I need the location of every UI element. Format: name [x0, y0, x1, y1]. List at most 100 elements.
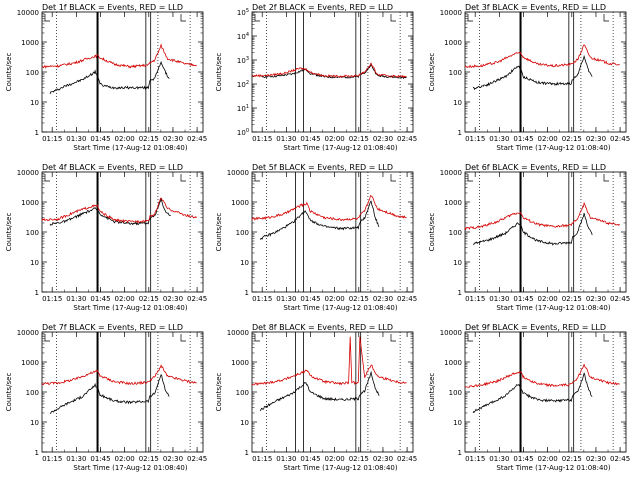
x-tick-label: 01:15: [252, 455, 272, 463]
y-tick-label: 10000: [440, 9, 462, 17]
x-tick-label: 02:45: [397, 455, 417, 463]
panel-title: Det 9f BLACK = Events, RED = LLD: [465, 323, 606, 332]
y-axis-label: Counts/sec: [5, 373, 13, 412]
x-tick-label: 02:30: [373, 135, 393, 143]
x-tick-label: 01:15: [465, 295, 485, 303]
y-tick-label: 1000: [231, 199, 249, 207]
x-tick-label: 02:00: [538, 455, 558, 463]
series-line-events: [49, 60, 170, 95]
y-tick-label: 10: [30, 259, 39, 267]
x-tick-label: 01:45: [513, 295, 533, 303]
plot-frame: [464, 171, 627, 293]
x-tick-label: 02:15: [349, 135, 369, 143]
x-tick-label: 02:30: [586, 295, 606, 303]
y-axis-label: Counts/sec: [428, 373, 436, 412]
y-tick-label: 10000: [227, 169, 249, 177]
y-tick-label: 104: [237, 32, 249, 41]
panel-9: Det 9f BLACK = Events, RED = LLD 1 10 100 10…: [428, 323, 630, 472]
y-axis-label: Counts/sec: [428, 53, 436, 92]
x-tick-label: 02:45: [187, 455, 207, 463]
y-tick-label: 100: [26, 389, 39, 397]
panel-title: Det 5f BLACK = Events, RED = LLD: [252, 163, 393, 172]
y-tick-label: 100: [237, 128, 249, 137]
x-tick-label: 02:00: [115, 455, 135, 463]
series-line-events: [472, 213, 593, 246]
panel-8: Det 8f BLACK = Events, RED = LLD 1 10 100 10…: [215, 323, 417, 472]
x-axis-label: Start Time (17-Aug-12 01:08:40): [283, 304, 397, 312]
x-tick-label: 01:30: [489, 135, 509, 143]
panel-title: Det 8f BLACK = Events, RED = LLD: [252, 323, 393, 332]
series-line-events: [49, 197, 171, 226]
y-axis-label: Counts/sec: [215, 373, 223, 412]
y-tick-label: 10: [30, 419, 39, 427]
y-tick-label: 10: [240, 419, 249, 427]
x-tick-label: 01:45: [300, 135, 320, 143]
x-tick-label: 02:00: [115, 135, 135, 143]
panel-title: Det 2f BLACK = Events, RED = LLD: [252, 3, 393, 12]
x-tick-label: 01:15: [42, 455, 62, 463]
x-tick-label: 01:15: [42, 295, 62, 303]
x-tick-label: 01:30: [66, 455, 86, 463]
plot-frame: [41, 171, 204, 293]
y-tick-label: 10000: [440, 169, 462, 177]
x-tick-label: 01:30: [489, 455, 509, 463]
x-tick-label: 02:15: [139, 135, 159, 143]
x-tick-label: 01:30: [276, 135, 296, 143]
y-tick-label: 1: [245, 289, 249, 297]
y-tick-label: 10: [30, 99, 39, 107]
series-line-lld: [251, 62, 407, 79]
y-tick-label: 1: [245, 449, 249, 457]
x-tick-label: 01:45: [513, 455, 533, 463]
series-line-lld: [41, 197, 197, 224]
y-tick-label: 103: [237, 56, 249, 65]
x-tick-label: 02:15: [349, 295, 369, 303]
x-tick-label: 02:30: [586, 135, 606, 143]
plot-frame: [251, 331, 414, 453]
plot-frame: [251, 171, 414, 293]
x-axis-label: Start Time (17-Aug-12 01:08:40): [73, 304, 187, 312]
x-axis-label: Start Time (17-Aug-12 01:08:40): [73, 464, 187, 472]
x-axis-label: Start Time (17-Aug-12 01:08:40): [283, 144, 397, 152]
y-tick-label: 1000: [444, 359, 462, 367]
panel-title: Det 4f BLACK = Events, RED = LLD: [42, 163, 183, 172]
x-tick-label: 02:30: [373, 295, 393, 303]
panel-7: Det 7f BLACK = Events, RED = LLD 1 10 100 10…: [5, 323, 207, 472]
x-axis-label: Start Time (17-Aug-12 01:08:40): [496, 304, 610, 312]
y-tick-label: 1000: [21, 39, 39, 47]
x-tick-label: 02:00: [325, 135, 345, 143]
x-tick-label: 01:30: [276, 455, 296, 463]
corner-marker: [254, 334, 396, 342]
series-line-events: [260, 64, 407, 80]
y-tick-label: 1: [458, 449, 462, 457]
x-tick-label: 01:15: [465, 135, 485, 143]
x-tick-label: 01:45: [300, 455, 320, 463]
x-tick-label: 02:45: [397, 135, 417, 143]
series-line-lld: [464, 201, 620, 231]
x-tick-label: 01:30: [66, 295, 86, 303]
y-tick-label: 100: [26, 229, 39, 237]
corner-marker: [467, 334, 609, 342]
x-tick-label: 02:45: [187, 135, 207, 143]
x-tick-label: 02:30: [163, 135, 183, 143]
y-tick-label: 1: [458, 289, 462, 297]
x-axis-label: Start Time (17-Aug-12 01:08:40): [496, 144, 610, 152]
corner-marker: [467, 174, 609, 182]
series-line-lld: [251, 195, 407, 222]
panel-2: Det 2f BLACK = Events, RED = LLD 100 101 10…: [215, 3, 417, 152]
x-tick-label: 02:00: [538, 295, 558, 303]
y-tick-label: 10000: [17, 329, 39, 337]
series-line-events: [472, 372, 593, 414]
y-tick-label: 10000: [227, 329, 249, 337]
panel-3: Det 3f BLACK = Events, RED = LLD 1 10 100 10…: [428, 3, 630, 152]
x-tick-label: 02:15: [139, 455, 159, 463]
y-tick-label: 10: [453, 99, 462, 107]
corner-marker: [254, 174, 396, 182]
y-tick-label: 10000: [17, 9, 39, 17]
y-tick-label: 1: [458, 129, 462, 137]
x-tick-label: 01:45: [300, 295, 320, 303]
y-tick-label: 100: [449, 389, 462, 397]
y-tick-label: 100: [26, 69, 39, 77]
series-line-lld: [251, 336, 407, 386]
y-tick-label: 105: [237, 8, 249, 17]
